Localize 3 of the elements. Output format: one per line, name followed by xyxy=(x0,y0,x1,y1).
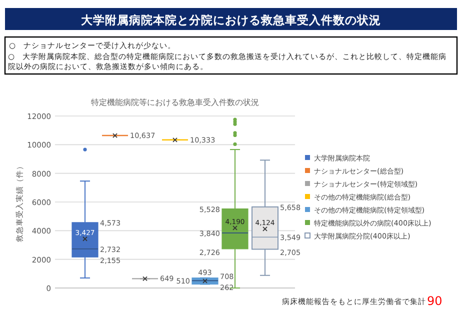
chart-title: 大学附属病院本院と分院における救急車受入件数の状況 xyxy=(81,13,381,27)
text: 90 xyxy=(427,294,442,308)
chart-subtitle: 特定機能病院等における救急車受入件数の状況 xyxy=(91,98,259,107)
